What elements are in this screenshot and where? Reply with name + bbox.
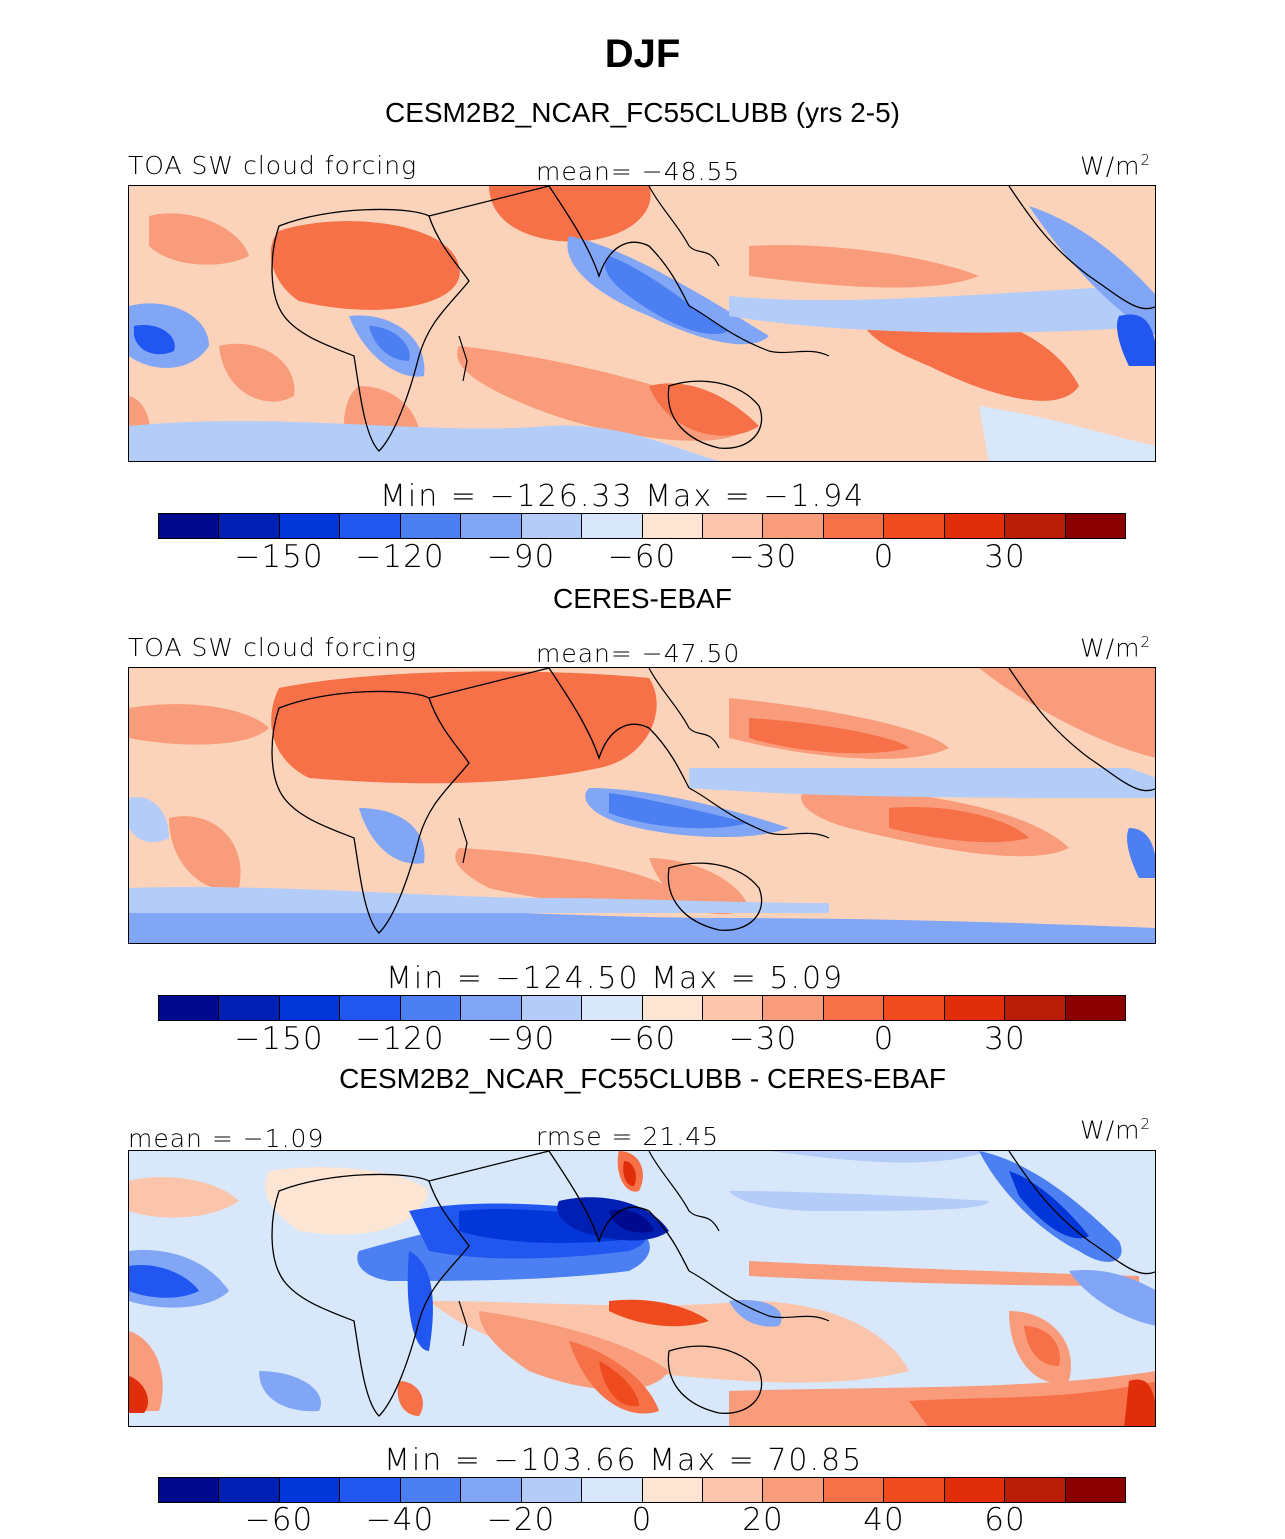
- panel1-tick: −150: [234, 539, 324, 575]
- panel2-tick: −60: [607, 1021, 677, 1057]
- panel2-tick: −120: [355, 1021, 445, 1057]
- panel3-colorbar: [158, 1477, 1126, 1503]
- cbar-swatch: [279, 1478, 341, 1502]
- cbar-swatch: [159, 514, 220, 538]
- cbar-swatch: [944, 1478, 1006, 1502]
- cbar-swatch: [1005, 1478, 1066, 1502]
- cbar-swatch: [159, 996, 220, 1020]
- cbar-swatch: [944, 996, 1006, 1020]
- cbar-swatch: [279, 514, 341, 538]
- cbar-swatch: [400, 1478, 462, 1502]
- cbar-swatch: [219, 1478, 280, 1502]
- panel3-tick: −20: [486, 1502, 556, 1538]
- cbar-swatch: [823, 514, 885, 538]
- panel3-header: CESM2B2_NCAR_FC55CLUBB - CERES-EBAF: [339, 1063, 946, 1094]
- panel3-minmax: Min = −103.66 Max = 70.85: [384, 1443, 864, 1478]
- cbar-swatch: [279, 996, 341, 1020]
- panel1-tick: −120: [355, 539, 445, 575]
- panel1-tick: −60: [607, 539, 677, 575]
- figure-title: DJF: [604, 32, 681, 76]
- panel1-tick: −90: [486, 539, 556, 575]
- panel2-tick: −90: [486, 1021, 556, 1057]
- panel3-tick: 60: [984, 1502, 1026, 1538]
- cbar-swatch: [340, 514, 401, 538]
- cbar-swatch: [521, 996, 583, 1020]
- cbar-swatch: [884, 996, 945, 1020]
- panel1-units: W/m2: [1080, 151, 1152, 181]
- cbar-swatch: [884, 1478, 945, 1502]
- panel3-tick: −40: [365, 1502, 435, 1538]
- panel3-tick: 0: [631, 1502, 653, 1538]
- panel3-field: [129, 1151, 1155, 1426]
- cbar-swatch: [1065, 514, 1125, 538]
- panel1-variable-label: TOA SW cloud forcing: [128, 151, 418, 180]
- cbar-swatch: [642, 1478, 703, 1502]
- cbar-swatch: [823, 1478, 885, 1502]
- cbar-swatch: [1065, 1478, 1125, 1502]
- panel1-tick: 0: [873, 539, 895, 575]
- cbar-swatch: [702, 996, 764, 1020]
- cbar-swatch: [702, 514, 764, 538]
- cbar-swatch: [521, 514, 583, 538]
- cbar-swatch: [823, 996, 885, 1020]
- panel1-tick: −30: [728, 539, 798, 575]
- panel1-map: [128, 185, 1156, 462]
- cbar-swatch: [400, 514, 462, 538]
- panel1-mean-label: mean= −48.55: [536, 157, 741, 186]
- panel2-colorbar: [158, 995, 1126, 1021]
- cbar-swatch: [582, 1478, 643, 1502]
- cbar-swatch: [340, 996, 401, 1020]
- panel2-tick: −30: [728, 1021, 798, 1057]
- cbar-swatch: [340, 1478, 401, 1502]
- cbar-swatch: [159, 1478, 220, 1502]
- cbar-swatch: [400, 996, 462, 1020]
- panel3-mean-label: mean = −1.09: [128, 1124, 325, 1153]
- panel3-units: W/m2: [1080, 1115, 1152, 1145]
- panel1-header: CESM2B2_NCAR_FC55CLUBB (yrs 2-5): [384, 97, 901, 128]
- cbar-swatch: [642, 996, 703, 1020]
- cbar-swatch: [763, 1478, 824, 1502]
- panel3-map: [128, 1150, 1156, 1427]
- panel3-rmse-label: rmse = 21.45: [536, 1122, 720, 1151]
- cbar-swatch: [582, 996, 643, 1020]
- panel2-minmax: Min = −124.50 Max = 5.09: [386, 961, 845, 996]
- panel2-map: [128, 667, 1156, 944]
- cbar-swatch: [1005, 514, 1066, 538]
- panel1-colorbar: [158, 513, 1126, 539]
- panel1-field: [129, 186, 1155, 461]
- cbar-swatch: [884, 514, 945, 538]
- cbar-swatch: [1065, 996, 1125, 1020]
- cbar-swatch: [763, 514, 824, 538]
- cbar-swatch: [944, 514, 1006, 538]
- panel2-tick: 30: [984, 1021, 1026, 1057]
- cbar-swatch: [461, 996, 522, 1020]
- panel2-header: CERES-EBAF: [553, 583, 732, 614]
- cbar-swatch: [219, 996, 280, 1020]
- panel2-tick: −150: [234, 1021, 324, 1057]
- panel1-tick: 30: [984, 539, 1026, 575]
- cbar-swatch: [461, 1478, 522, 1502]
- cbar-swatch: [219, 514, 280, 538]
- cbar-swatch: [702, 1478, 764, 1502]
- cbar-swatch: [461, 514, 522, 538]
- cbar-swatch: [1005, 996, 1066, 1020]
- panel2-tick: 0: [873, 1021, 895, 1057]
- cbar-swatch: [763, 996, 824, 1020]
- panel3-tick: 40: [863, 1502, 905, 1538]
- panel1-minmax: Min = −126.33 Max = −1.94: [380, 479, 866, 514]
- panel2-mean-label: mean= −47.50: [536, 639, 741, 668]
- cbar-swatch: [521, 1478, 583, 1502]
- cbar-swatch: [642, 514, 703, 538]
- panel3-tick: 20: [742, 1502, 784, 1538]
- panel2-variable-label: TOA SW cloud forcing: [128, 633, 418, 662]
- panel2-units: W/m2: [1080, 633, 1152, 663]
- panel2-field: [129, 668, 1155, 943]
- panel3-tick: −60: [244, 1502, 314, 1538]
- cbar-swatch: [582, 514, 643, 538]
